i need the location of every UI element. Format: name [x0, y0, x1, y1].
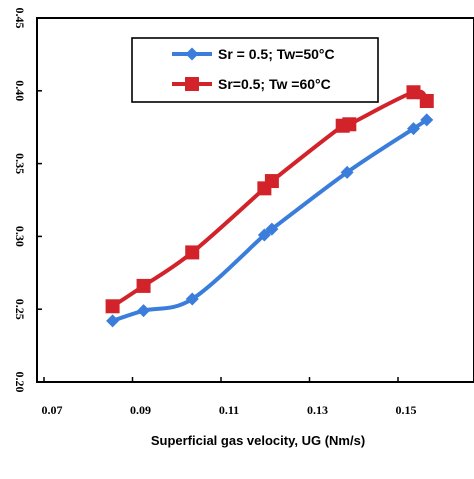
series-2-point-marker [137, 279, 151, 293]
y-tick-label: 0.25 [13, 299, 27, 320]
x-tick-label: 0.11 [219, 403, 239, 417]
legend: Sr = 0.5; Tw=50°C Sr=0.5; Tw =60°C [132, 38, 378, 102]
legend-label: Sr = 0.5; Tw=50°C [218, 46, 335, 62]
x-tick-label: 0.07 [42, 403, 63, 417]
x-axis-label: Superficial gas velocity, UG (Nm/s) [151, 433, 365, 448]
y-tick-label: 0.30 [13, 226, 27, 247]
series-2-point-marker [406, 85, 420, 99]
x-tick-label: 0.09 [130, 403, 151, 417]
y-tick-label: 0.20 [13, 372, 27, 393]
y-tick-label: 0.35 [13, 153, 27, 174]
series-2-point-marker [342, 117, 356, 131]
legend-marker [185, 77, 199, 91]
x-tick-label: 0.13 [307, 403, 328, 417]
y-tick-label: 0.45 [13, 8, 27, 29]
y-tick-label: 0.40 [13, 80, 27, 101]
x-tick-label: 0.15 [396, 403, 417, 417]
series-2-point-marker [185, 245, 199, 259]
series-2-point-marker [106, 299, 120, 313]
legend-item-2: Sr=0.5; Tw =60°C [172, 76, 331, 92]
legend-label: Sr=0.5; Tw =60°C [218, 76, 331, 92]
series-2-point-marker [265, 174, 279, 188]
series-2-point-marker [420, 94, 434, 108]
